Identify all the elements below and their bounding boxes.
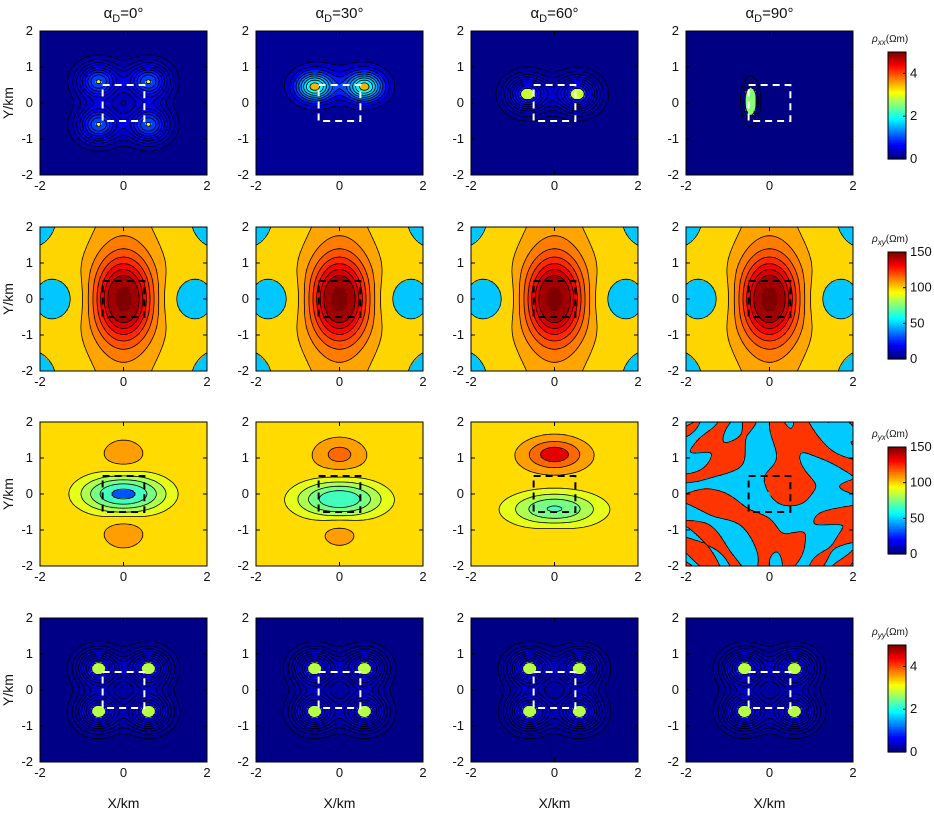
column-title-sub: D — [754, 13, 762, 25]
column-title-alpha: α — [530, 5, 539, 22]
column-title-alpha: α — [745, 5, 754, 22]
column-title-angle: =90° — [762, 5, 793, 22]
field-cells — [40, 31, 208, 176]
column-title: αD=60° — [530, 5, 578, 25]
column-title-angle: =0° — [120, 5, 143, 22]
column-title-angle: =30° — [332, 5, 363, 22]
column-title: αD=90° — [745, 5, 793, 25]
column-title-sub: D — [539, 13, 547, 25]
column-title-alpha: α — [315, 5, 324, 22]
column-title-angle: =60° — [547, 5, 578, 22]
column-title-sub: D — [112, 13, 120, 25]
column-title-alpha: α — [104, 5, 113, 22]
column-title: αD=30° — [315, 5, 363, 25]
column-title-sub: D — [324, 13, 332, 25]
column-title: αD=0° — [104, 5, 144, 25]
